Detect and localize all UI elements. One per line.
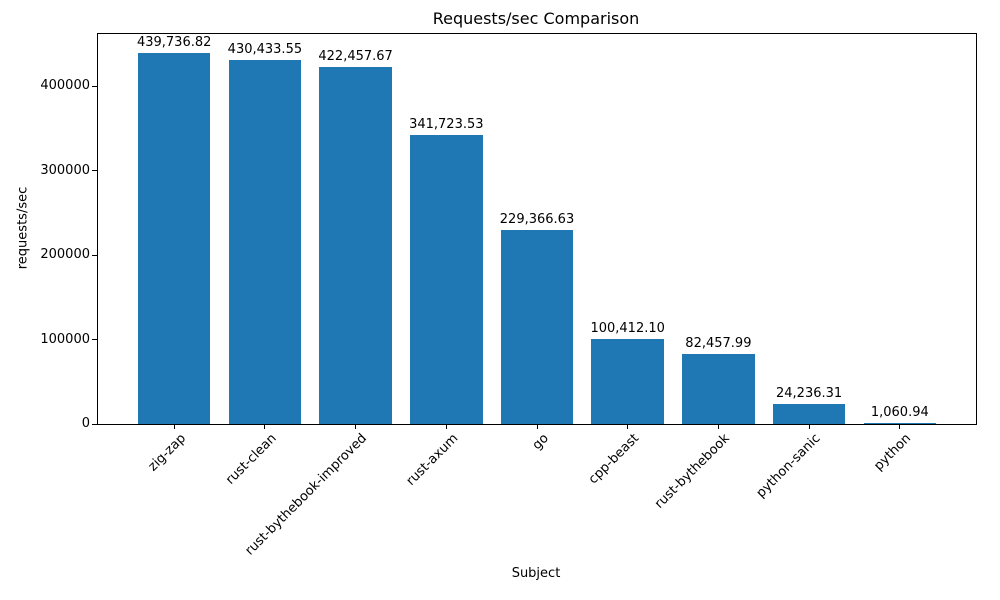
- x-tick: [264, 424, 266, 429]
- x-tick: [536, 424, 538, 429]
- bar-value-label: 439,736.82: [136, 34, 212, 50]
- bar: [500, 230, 574, 424]
- y-tick-label: 0: [81, 416, 90, 431]
- x-tick-label: rust-axum: [403, 431, 461, 489]
- x-tick: [445, 424, 447, 429]
- x-tick: [355, 424, 357, 429]
- bar: [863, 423, 937, 424]
- chart-title: Requests/sec Comparison: [432, 9, 640, 28]
- x-tick-label: rust-clean: [222, 431, 280, 488]
- y-tick-label: 400000: [40, 78, 90, 94]
- x-tick: [627, 424, 629, 429]
- x-tick: [808, 424, 810, 429]
- y-tick: [92, 423, 97, 425]
- x-tick: [717, 424, 719, 429]
- x-tick: [173, 424, 175, 429]
- bar-value-label: 341,723.53: [409, 117, 484, 133]
- x-tick-label: zig-zap: [145, 431, 189, 475]
- bar: [682, 354, 755, 424]
- y-tick: [92, 170, 97, 172]
- x-tick-label: cpp-beast: [586, 431, 643, 488]
- y-tick: [92, 254, 97, 256]
- y-tick-label: 300000: [40, 162, 90, 178]
- bar-value-label: 100,412.10: [590, 321, 665, 337]
- plot-area: 439,736.82 zig-zap 430,433.55 rust-clean 422…: [40, 33, 977, 558]
- bar: [772, 403, 846, 424]
- bar-value-label: 422,457.67: [318, 49, 393, 65]
- y-axis-label: requests/sec: [15, 186, 31, 270]
- bar-value-label: 24,236.31: [776, 385, 843, 401]
- bar-value-label: 430,433.55: [227, 42, 303, 58]
- x-tick: [899, 424, 901, 429]
- x-tick-label: rust-bythebook: [652, 431, 733, 512]
- y-tick: [92, 85, 97, 87]
- bar-value-label: 1,060.94: [870, 405, 929, 420]
- y-tick: [92, 339, 97, 341]
- y-tick-label: 200000: [40, 247, 90, 263]
- y-tick-label: 100000: [40, 331, 90, 347]
- x-axis-label: Subject: [511, 566, 561, 581]
- bar-value-label: 229,366.63: [499, 212, 575, 228]
- x-tick-label: go: [529, 431, 552, 454]
- bar: [137, 52, 211, 424]
- bar-value-label: 82,457.99: [685, 336, 752, 352]
- x-tick-label: python-sanic: [753, 431, 824, 501]
- bar: [319, 67, 392, 424]
- bar: [410, 135, 483, 424]
- bar: [591, 339, 664, 424]
- x-tick-label: python: [871, 431, 915, 474]
- bar: [228, 60, 302, 424]
